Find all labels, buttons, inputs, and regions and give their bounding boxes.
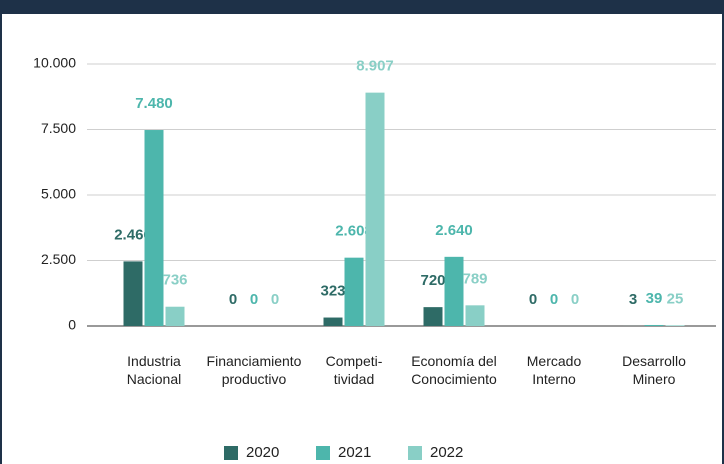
data-label: 0 (529, 291, 537, 308)
data-label: 0 (550, 291, 558, 308)
data-label: 0 (250, 291, 258, 308)
legend-item: 2020 (224, 444, 279, 461)
data-label: 2.640 (435, 222, 473, 239)
x-tick-label: Desarrollo Minero (622, 353, 686, 387)
data-label: 7.480 (135, 95, 173, 112)
x-tick-label: Competi- tividad (325, 353, 383, 387)
y-tick-label: 0 (68, 317, 76, 333)
legend-item: 2021 (316, 444, 371, 461)
data-label: 789 (462, 270, 487, 287)
data-label: 25 (667, 290, 684, 307)
bar (165, 306, 185, 326)
legend-label: 2021 (338, 444, 372, 461)
data-label: 720 (420, 272, 445, 289)
data-label: 0 (271, 291, 279, 308)
data-label: 8.907 (356, 58, 394, 75)
y-tick-label: 5.000 (41, 186, 76, 202)
bar (665, 325, 685, 326)
bar (144, 130, 164, 326)
data-label: 3 (629, 291, 637, 308)
y-tick-label: 10.000 (33, 55, 76, 71)
legend-label: 2020 (246, 444, 280, 461)
x-tick-label: Mercado Interno (526, 353, 582, 387)
bar (644, 324, 664, 326)
bar (344, 257, 364, 326)
data-label: 39 (646, 290, 663, 307)
data-label: 323 (320, 283, 345, 300)
data-label: 2.608 (335, 223, 373, 240)
bar (423, 307, 443, 326)
data-label: 736 (162, 272, 187, 289)
bar (365, 92, 385, 326)
legend-swatch (224, 445, 238, 460)
data-label: 2.466 (114, 226, 152, 243)
bar (444, 256, 464, 326)
legend-label: 2022 (430, 444, 464, 461)
legend-swatch (316, 445, 330, 460)
data-label: 0 (571, 291, 579, 308)
legend-swatch (408, 445, 422, 460)
legend-item: 2022 (408, 444, 463, 461)
x-tick-label: Financiamiento productivo (206, 353, 302, 387)
data-label: 0 (229, 291, 237, 308)
bar (323, 317, 343, 326)
x-tick-label: Economía del Conocimiento (411, 353, 497, 387)
bar (465, 305, 485, 326)
frame-left (0, 0, 2, 464)
y-tick-label: 7.500 (41, 120, 76, 136)
frame-right (722, 0, 724, 464)
bar (123, 261, 143, 326)
x-tick-label: Industria Nacional (126, 353, 182, 387)
top-band (0, 0, 724, 14)
y-tick-label: 2.500 (41, 251, 76, 267)
